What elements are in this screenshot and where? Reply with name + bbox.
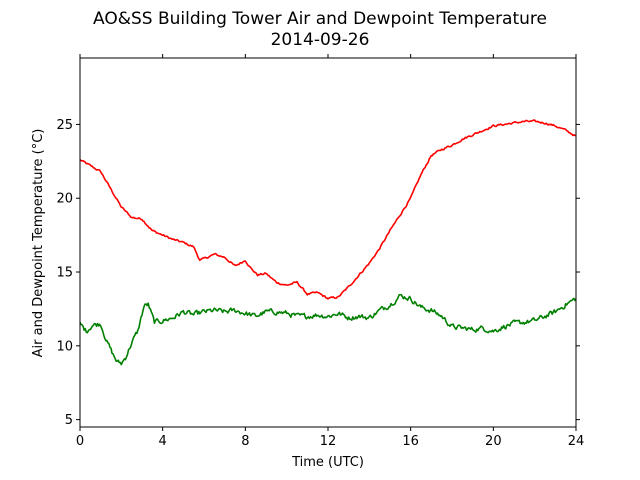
y-tick-label: 10	[56, 339, 73, 354]
x-tick-label: 16	[402, 434, 419, 449]
plot-area	[79, 119, 577, 366]
plot-frame	[79, 57, 577, 428]
x-tick-label: 0	[76, 434, 84, 449]
chart-subtitle: 2014-09-26	[271, 30, 370, 50]
dewpoint-temperature-line	[79, 293, 577, 366]
x-tick-label: 8	[241, 434, 249, 449]
y-tick-label: 20	[56, 192, 73, 207]
x-axis-label: Time (UTC)	[291, 455, 364, 470]
y-tick-label: 15	[56, 266, 73, 281]
x-tick-label: 20	[485, 434, 502, 449]
chart-title: AO&SS Building Tower Air and Dewpoint Te…	[93, 9, 547, 29]
y-tick-label: 25	[56, 118, 73, 133]
y-tick-label: 5	[65, 413, 73, 428]
axis-ticks: 0 4 8 12 16 20 24 5 10 15 20 25	[56, 54, 584, 449]
y-axis-label: Air and Dewpoint Temperature (°C)	[31, 129, 46, 358]
x-tick-label: 12	[320, 434, 337, 449]
x-tick-label: 24	[568, 434, 585, 449]
air-temperature-line	[79, 119, 577, 300]
x-tick-label: 4	[159, 434, 167, 449]
